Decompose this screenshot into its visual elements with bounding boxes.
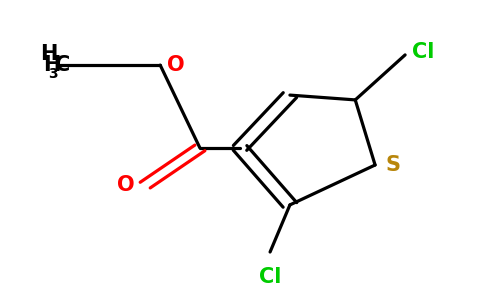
Text: Cl: Cl [259,267,281,287]
Text: Cl: Cl [412,42,435,62]
Text: C: C [55,55,71,75]
Text: 3: 3 [48,67,58,81]
Text: S: S [386,155,401,175]
Text: H: H [40,44,58,64]
Text: H: H [43,55,60,75]
Text: O: O [167,55,185,75]
Text: O: O [117,175,135,195]
